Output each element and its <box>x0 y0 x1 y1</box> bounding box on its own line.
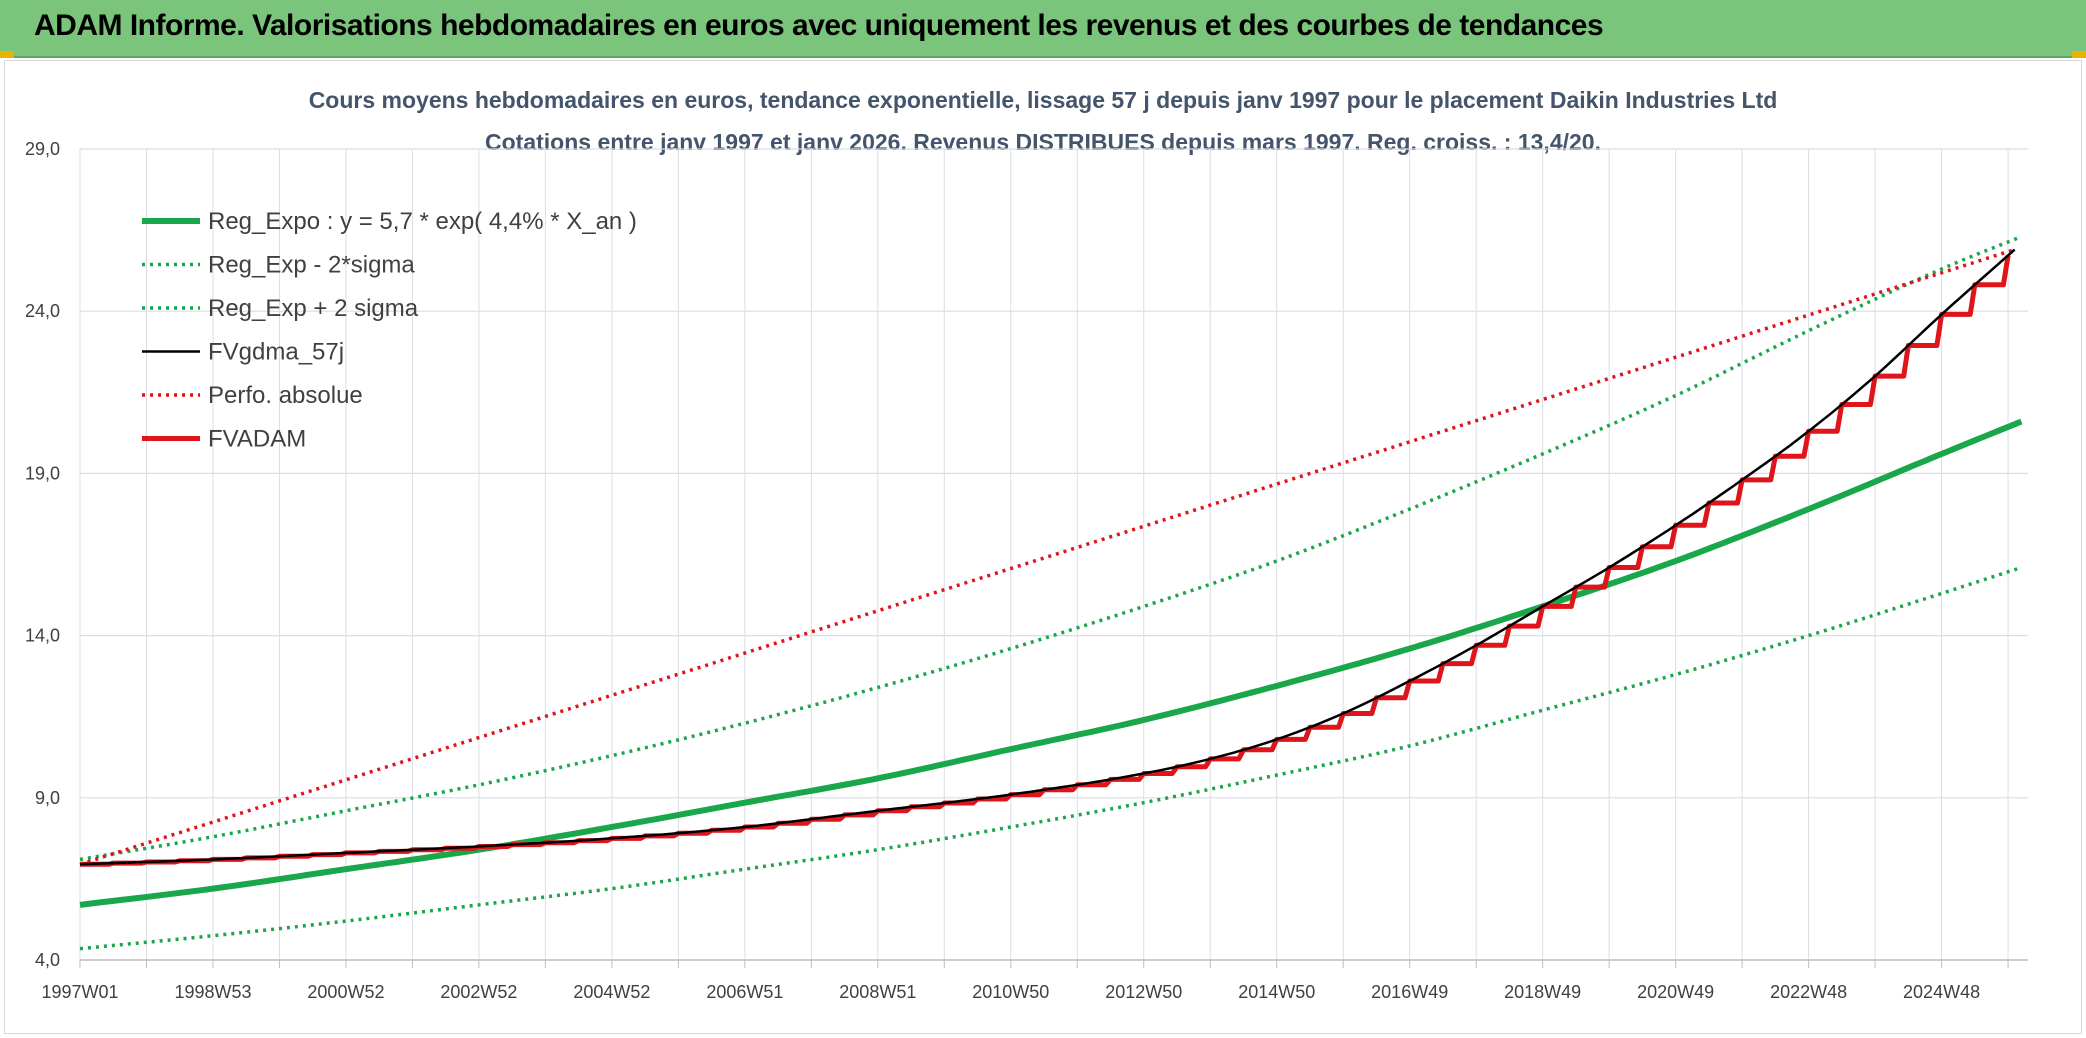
x-tick-label: 2004W52 <box>573 982 650 1002</box>
series <box>79 234 2023 951</box>
y-tick-label: 4,0 <box>35 950 60 970</box>
x-tick-label: 1998W53 <box>174 982 251 1002</box>
legend-label: FVADAM <box>208 426 306 453</box>
x-tick-label: 2000W52 <box>307 982 384 1002</box>
series-line-0 <box>79 418 2023 908</box>
x-tick-label: 2002W52 <box>440 982 517 1002</box>
x-tick-label: 2020W49 <box>1637 982 1714 1002</box>
chart-title: Cours moyens hebdomadaires en euros, ten… <box>309 87 1778 113</box>
x-tick-label: 2018W49 <box>1504 982 1581 1002</box>
chart-subtitle: Cotations entre janv 1997 et janv 2026. … <box>485 129 1601 155</box>
x-tick-label: 1997W01 <box>41 982 118 1002</box>
axes: 4,0 9,0 14,0 19,0 24,0 29,0 1997W01 1998W53 2000… <box>25 139 2028 1002</box>
header-bar: ADAM Informe. Valorisations hebdomadaire… <box>0 0 2086 58</box>
legend-label: Reg_Exp - 2*sigma <box>208 252 415 279</box>
y-tick-label: 19,0 <box>25 463 60 483</box>
x-tick-label: 2014W50 <box>1238 982 1315 1002</box>
y-tick-label: 29,0 <box>25 139 60 159</box>
x-tick-label: 2022W48 <box>1770 982 1847 1002</box>
legend-label: Reg_Exp + 2 sigma <box>208 295 419 322</box>
y-tick-label: 9,0 <box>35 788 60 808</box>
legend: Reg_Expo : y = 5,7 * exp( 4,4% * X_an ) R… <box>142 208 637 453</box>
corner-mark-right <box>2072 51 2086 58</box>
x-tick-label: 2008W51 <box>839 982 916 1002</box>
chart-frame <box>4 60 2082 1034</box>
x-tick-label: 2010W50 <box>972 982 1049 1002</box>
series-line-2 <box>79 234 2023 862</box>
series-line-3 <box>79 248 2016 866</box>
series-line-5 <box>80 255 2011 867</box>
series-line-4 <box>79 247 2016 866</box>
x-tick-label: 2012W50 <box>1105 982 1182 1002</box>
x-tick-label: 2016W49 <box>1371 982 1448 1002</box>
legend-label: FVgdma_57j <box>208 339 344 366</box>
x-tick-label: 2024W48 <box>1903 982 1980 1002</box>
legend-label: Reg_Expo : y = 5,7 * exp( 4,4% * X_an ) <box>208 208 637 235</box>
legend-label: Perfo. absolue <box>208 382 363 409</box>
y-tick-label: 24,0 <box>25 301 60 321</box>
grid <box>79 148 2028 961</box>
x-tick-label: 2006W51 <box>706 982 783 1002</box>
report-title: ADAM Informe. Valorisations hebdomadaire… <box>34 9 1604 42</box>
y-tick-label: 14,0 <box>25 626 60 646</box>
corner-mark-left <box>0 51 14 58</box>
series-line-1 <box>79 565 2022 951</box>
